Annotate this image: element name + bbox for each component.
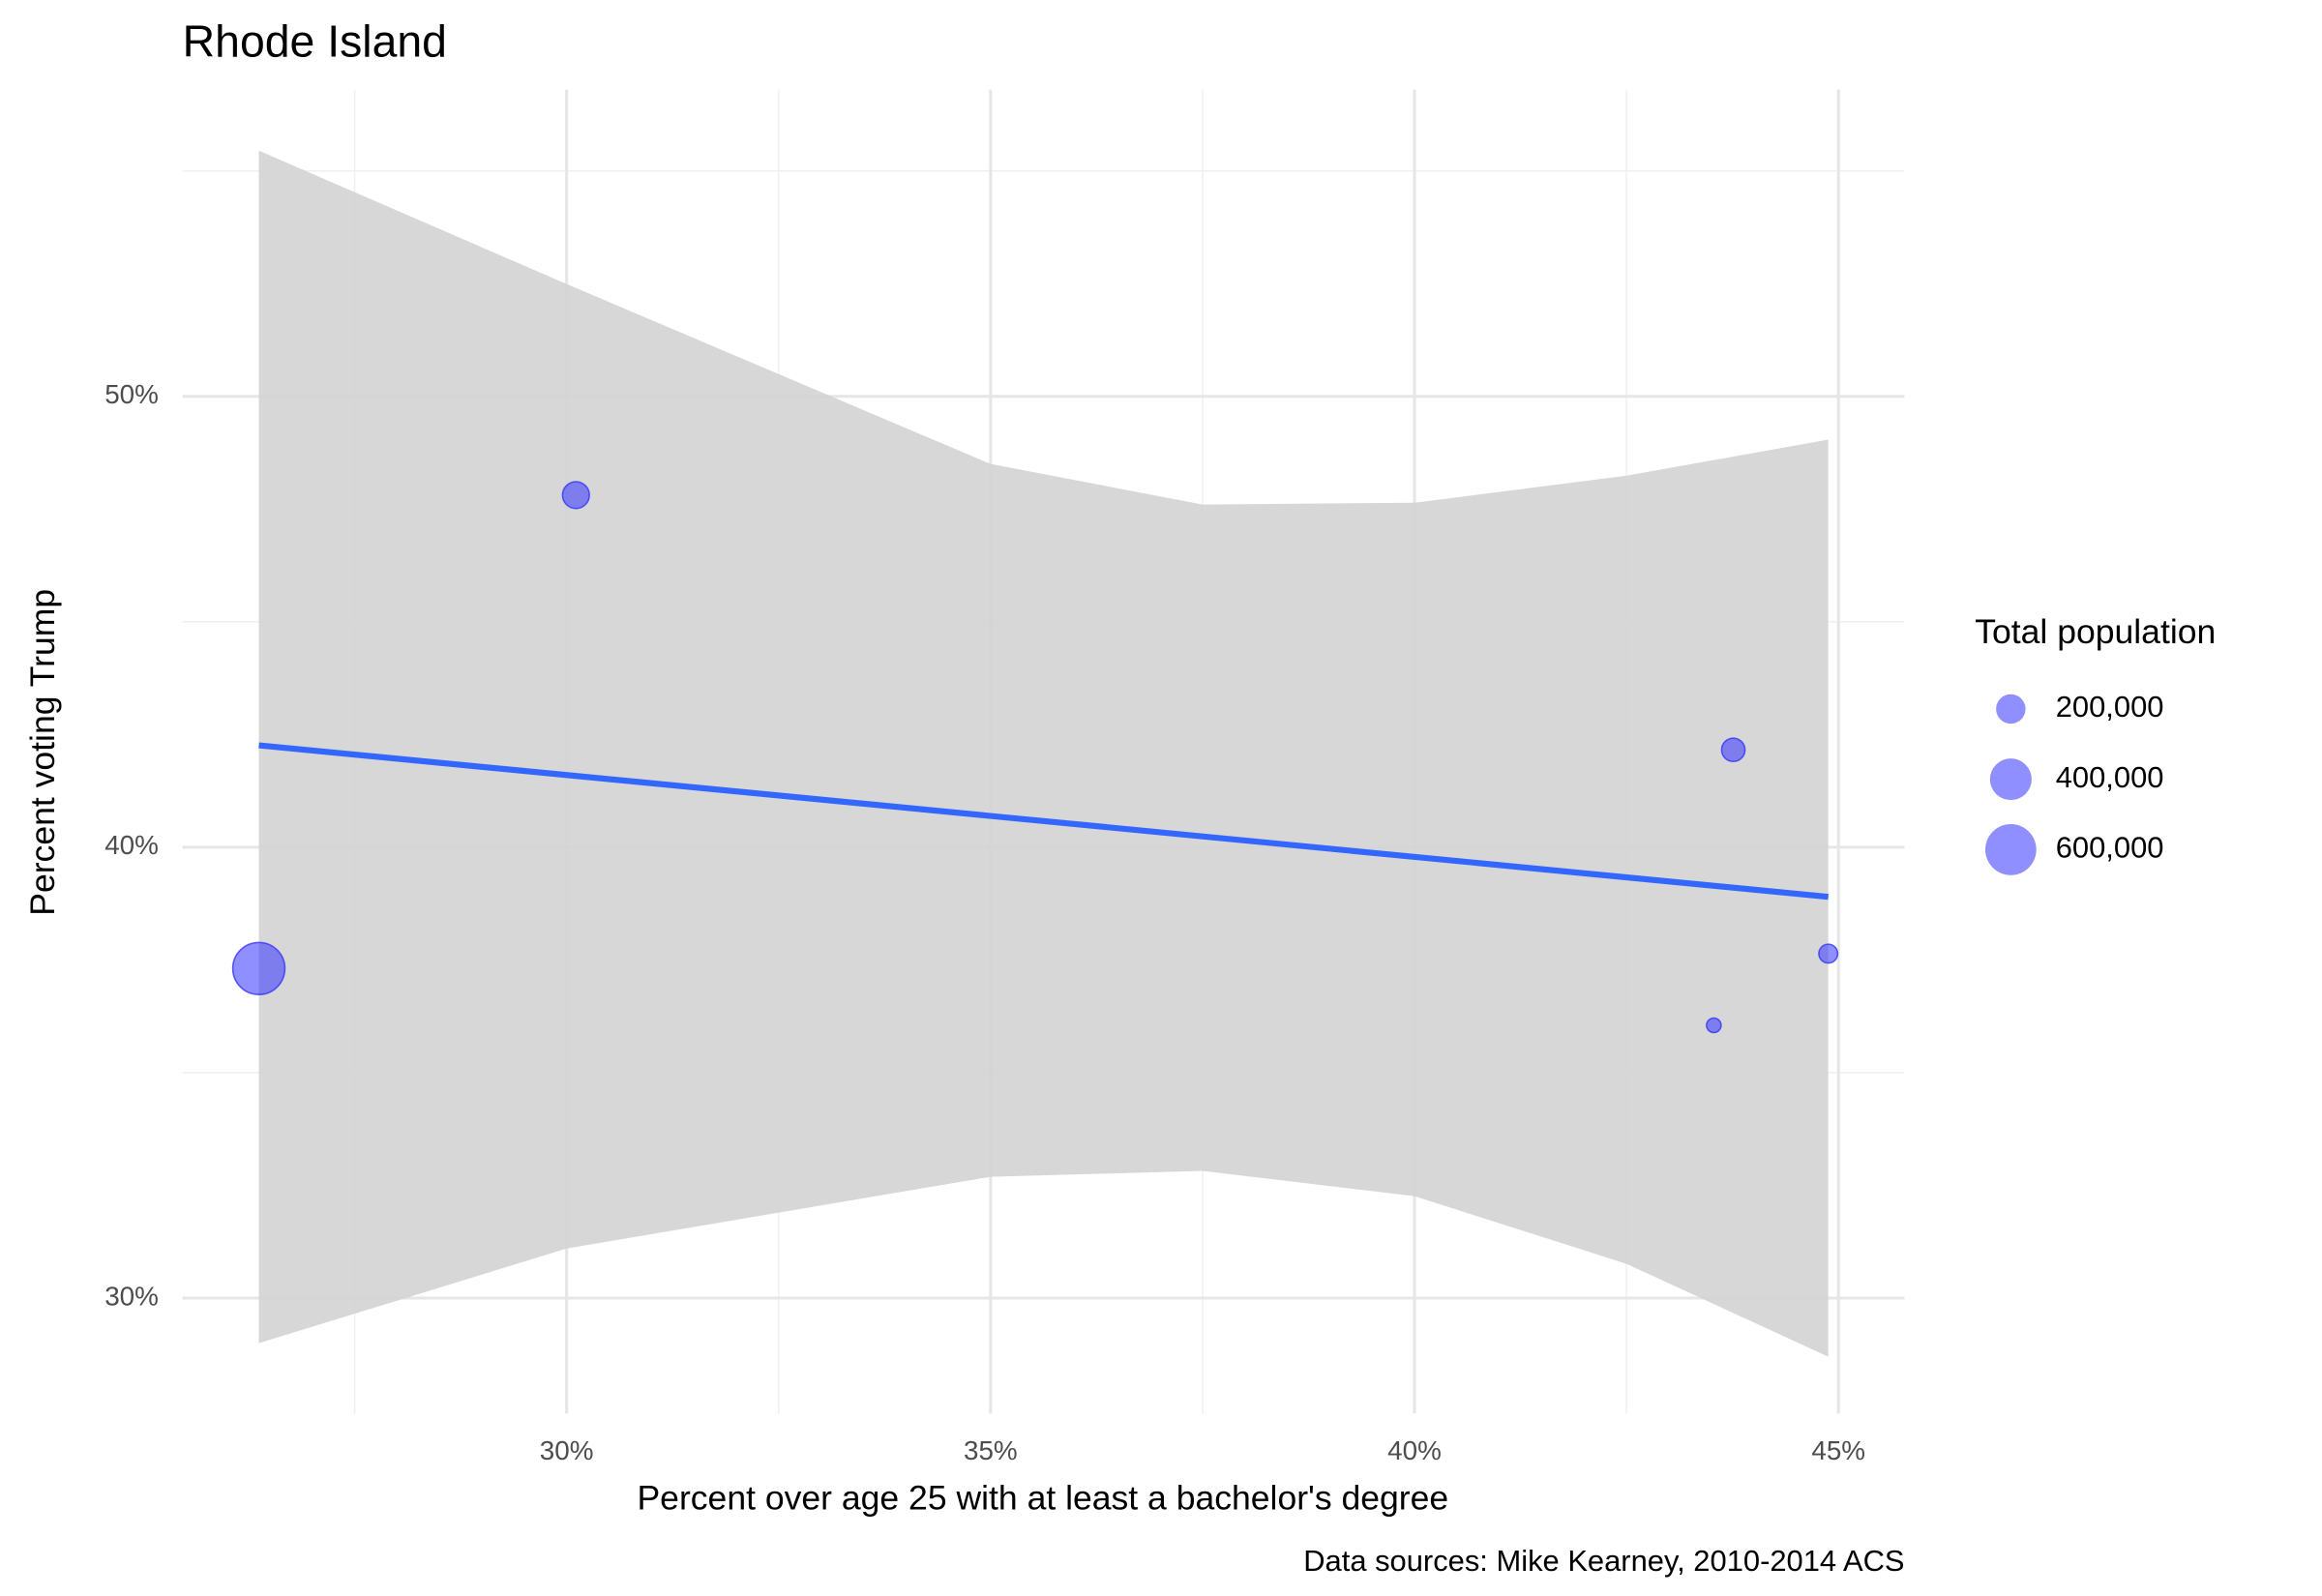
x-tick-label: 40% — [1387, 1435, 1442, 1465]
legend-key — [1996, 694, 2026, 724]
x-tick-label: 45% — [1811, 1435, 1865, 1465]
chart-title: Rhode Island — [183, 16, 447, 67]
y-tick-label: 30% — [104, 1281, 159, 1311]
point — [1720, 737, 1746, 763]
fit-line — [258, 742, 1829, 901]
point — [561, 481, 590, 510]
x-axis-title: Percent over age 25 with at least a bach… — [637, 1478, 1448, 1517]
x-tick-label: 35% — [964, 1435, 1018, 1465]
point — [1706, 1017, 1722, 1034]
legend-key — [1989, 758, 2032, 801]
caption: Data sources: Mike Kearney, 2010-2014 AC… — [1303, 1544, 1904, 1578]
legend-title: Total population — [1975, 612, 2216, 651]
y-axis-title: Percent voting Trump — [23, 589, 62, 916]
point — [231, 941, 286, 995]
legend-label: 200,000 — [2056, 690, 2164, 724]
legend-label: 400,000 — [2056, 760, 2164, 794]
labels: 30% 35% 40% 45% 30% 40% 50% — [104, 379, 1865, 1465]
legend-key — [1984, 823, 2037, 875]
legend-label: 600,000 — [2056, 831, 2164, 865]
y-tick-label: 50% — [104, 379, 159, 409]
plot-area — [231, 150, 1839, 1357]
legend: 200,000 400,000 600,000 — [1984, 690, 2164, 875]
y-tick-label: 40% — [104, 830, 159, 860]
point — [1818, 943, 1839, 964]
x-tick-label: 30% — [540, 1435, 594, 1465]
confidence-band — [258, 150, 1829, 1357]
